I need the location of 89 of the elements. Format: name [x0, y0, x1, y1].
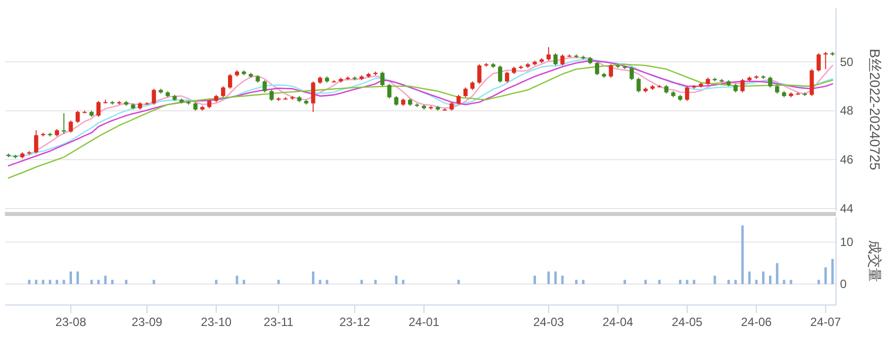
bar	[395, 276, 398, 284]
candlestick	[34, 130, 38, 154]
candlestick	[68, 120, 73, 134]
candlestick	[311, 80, 316, 112]
candlestick	[270, 89, 274, 102]
bar	[734, 280, 737, 284]
candlestick	[498, 64, 502, 84]
bar	[42, 280, 44, 284]
bar	[582, 280, 584, 284]
bar	[28, 280, 30, 284]
y-tick-label: 0	[840, 277, 847, 292]
y-tick-label: 50	[840, 54, 854, 69]
bar	[152, 280, 156, 284]
x-tick-label: 24-05	[672, 315, 703, 329]
x-tick-label: 23-08	[55, 315, 86, 329]
candlestick	[463, 86, 468, 98]
bar	[457, 280, 460, 284]
bar	[402, 280, 404, 284]
bar	[90, 280, 93, 284]
bar	[76, 271, 79, 284]
candlestick	[96, 100, 101, 118]
bar	[727, 280, 730, 284]
bar	[547, 271, 550, 284]
x-tick-label: 24-07	[810, 315, 842, 329]
bar	[686, 280, 688, 284]
bar	[318, 280, 322, 284]
y-axis-title: B丝2022-20240725	[867, 48, 883, 170]
x-tick-label: 24-06	[741, 315, 772, 329]
bar	[678, 280, 682, 284]
bar	[762, 271, 764, 284]
candlestick	[685, 86, 690, 102]
candlestick	[221, 86, 226, 98]
candlestick	[504, 71, 510, 84]
bar	[748, 271, 751, 284]
y-tick-label: 10	[840, 235, 854, 250]
candlestick	[630, 66, 634, 81]
x-tick-label: 23-09	[132, 315, 163, 329]
candlestick	[76, 110, 80, 124]
y-axis-title: 成交量	[867, 240, 883, 282]
candlestick	[456, 94, 461, 106]
candlestick	[380, 71, 384, 87]
bar	[215, 280, 218, 284]
candlestick	[560, 54, 565, 66]
candlestick	[816, 52, 821, 72]
bar	[769, 276, 772, 284]
candlestick	[595, 61, 600, 76]
bar	[70, 271, 72, 284]
candlestick	[394, 96, 398, 106]
bar	[312, 271, 314, 284]
candlestick	[553, 52, 558, 66]
bar	[34, 280, 38, 284]
x-tick-label: 24-01	[408, 315, 440, 329]
bar	[658, 280, 661, 284]
bar	[111, 280, 114, 284]
candlestick	[262, 80, 267, 93]
y-tick-label: 46	[840, 152, 854, 167]
bar	[534, 276, 536, 284]
candlestick	[824, 52, 828, 70]
y-tick-label: 44	[840, 202, 854, 216]
x-tick-label: 24-03	[533, 315, 564, 329]
bar	[104, 276, 107, 284]
bar	[56, 280, 58, 284]
bar	[360, 280, 363, 284]
candlestick	[152, 88, 156, 106]
candlestick	[740, 78, 745, 93]
x-tick-label: 23-11	[264, 315, 294, 329]
bar	[62, 280, 66, 284]
candlestick	[608, 64, 614, 78]
bar	[817, 280, 820, 284]
bar	[124, 280, 128, 284]
bar	[242, 280, 246, 284]
candlestick	[768, 76, 772, 88]
bar	[755, 280, 758, 284]
candlestick	[228, 74, 232, 90]
x-tick-label: 23-12	[339, 315, 370, 329]
bar	[644, 280, 647, 284]
candlestick	[477, 64, 482, 84]
candlestick	[636, 77, 641, 93]
x-tick-label: 24-04	[602, 315, 634, 329]
y-tick-label: 48	[840, 104, 854, 118]
bar	[824, 267, 827, 284]
bar	[782, 280, 786, 284]
x-tick-label: 23-10	[200, 315, 232, 329]
bar	[714, 276, 716, 284]
bar	[776, 263, 778, 284]
candlestick	[387, 83, 392, 99]
bar	[624, 280, 626, 284]
bar	[575, 280, 578, 284]
candlestick	[546, 46, 551, 62]
